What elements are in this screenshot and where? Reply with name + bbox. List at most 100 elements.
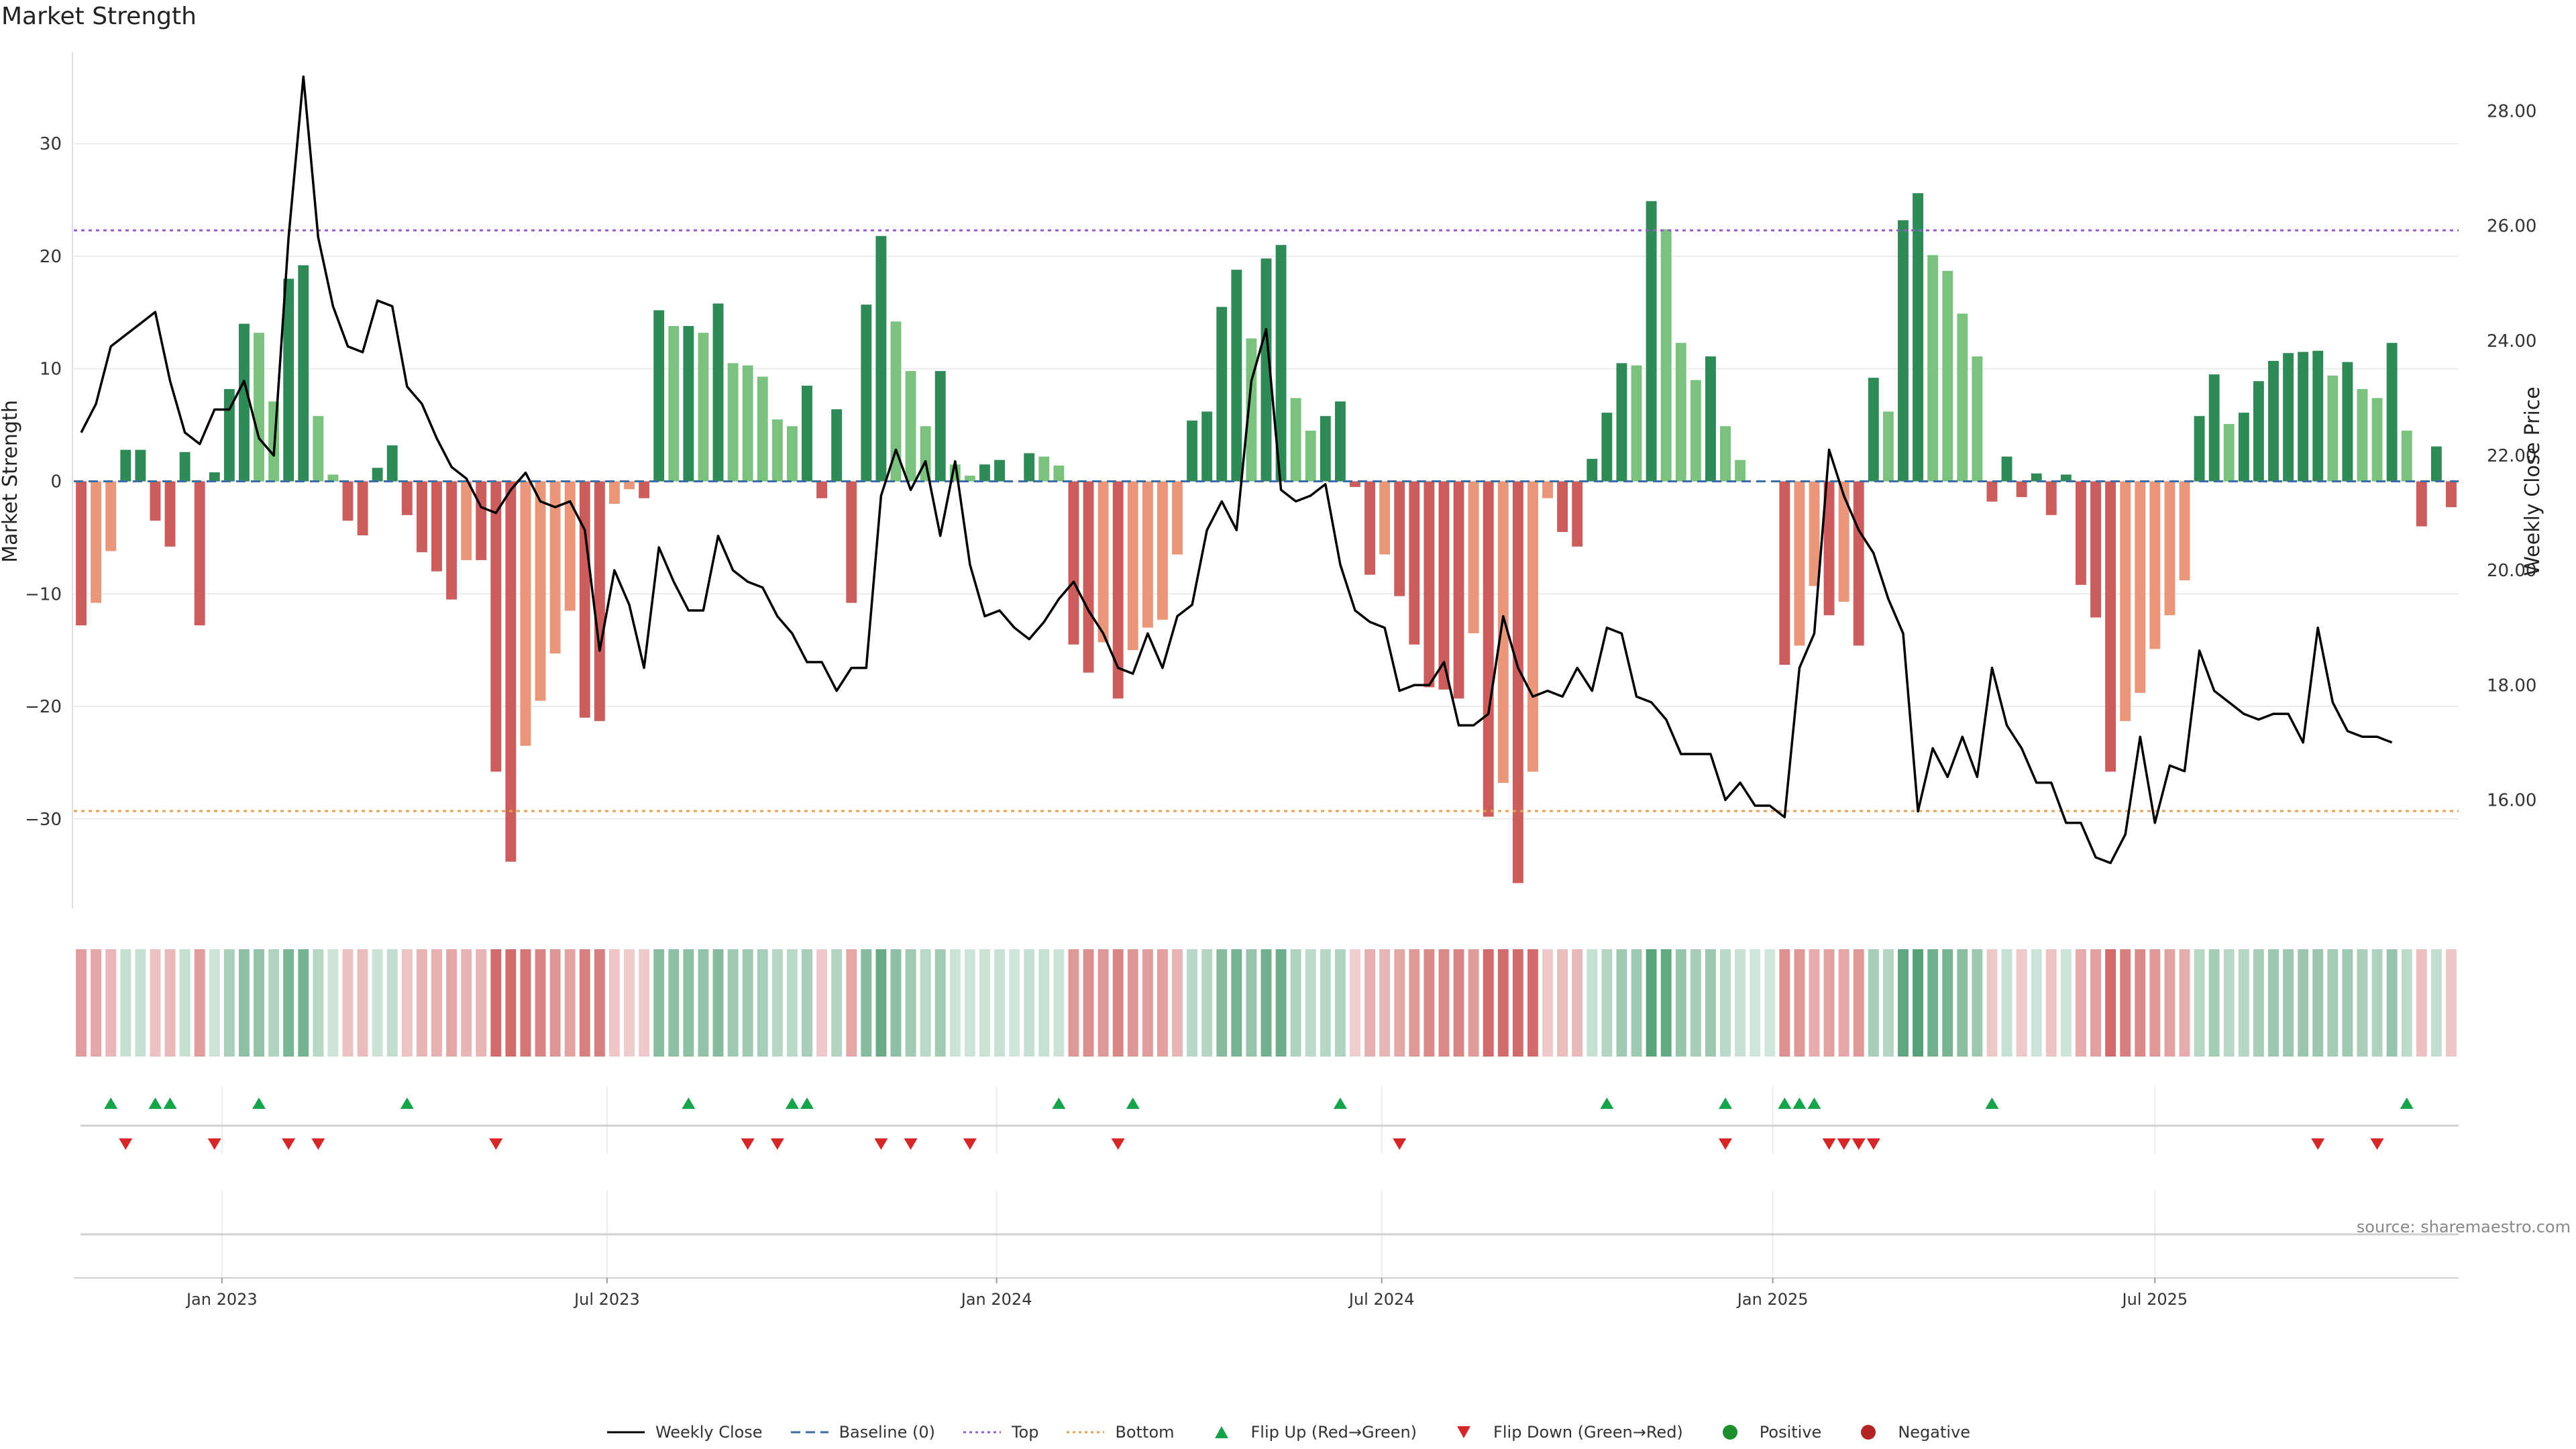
strength-bar xyxy=(2223,423,2235,482)
flip-down-marker xyxy=(1719,1138,1733,1150)
flip-down-marker xyxy=(963,1138,977,1150)
heat-cell xyxy=(1290,949,1301,1057)
strength-bar xyxy=(2001,456,2012,482)
heat-cell xyxy=(639,949,650,1057)
strength-bar xyxy=(76,481,87,626)
heat-cell xyxy=(594,949,605,1057)
chart-legend: Weekly Close Baseline (0) Top Bottom Flip Up… xyxy=(0,1422,2576,1442)
heat-cell xyxy=(1690,949,1701,1057)
strength-bar xyxy=(1201,411,1213,482)
strength-bar xyxy=(994,460,1005,482)
heat-cell xyxy=(357,949,368,1057)
strength-bar xyxy=(802,385,812,482)
flip-down-marker xyxy=(311,1138,325,1150)
heat-cell xyxy=(2060,949,2072,1057)
flip-up-marker xyxy=(1126,1097,1140,1109)
strength-bar xyxy=(2253,381,2264,482)
strength-bar xyxy=(757,376,768,482)
strength-bar xyxy=(505,481,517,862)
flip-down-marker xyxy=(770,1138,784,1150)
heat-cell xyxy=(1409,949,1420,1057)
flip-down-marker xyxy=(1822,1138,1836,1150)
strength-bar xyxy=(1913,193,1924,482)
strength-bar xyxy=(1823,481,1835,616)
y-tick-label: 10 xyxy=(40,360,62,380)
heat-cell xyxy=(1823,949,1835,1057)
heat-cell xyxy=(209,949,220,1057)
heat-cell xyxy=(875,949,887,1057)
heat-cell xyxy=(1868,949,1879,1057)
heat-cell xyxy=(238,949,250,1057)
strength-bar xyxy=(1097,481,1109,643)
heat-cell xyxy=(2430,949,2442,1057)
heat-cell xyxy=(1942,949,1953,1057)
strength-bar xyxy=(712,303,724,482)
strength-bar xyxy=(1779,481,1790,665)
heat-cell xyxy=(283,949,294,1057)
strength-bar xyxy=(431,481,442,572)
heat-cell xyxy=(1720,949,1731,1057)
flip-down-marker xyxy=(2311,1138,2325,1150)
strength-bar xyxy=(1394,481,1405,596)
heat-cell xyxy=(1957,949,1968,1057)
heat-cell xyxy=(1275,949,1287,1057)
strength-bar xyxy=(2194,416,2205,482)
strength-bar xyxy=(1601,413,1613,482)
strength-bar xyxy=(461,481,472,560)
y-tick-label: 20 xyxy=(40,247,62,267)
flip-up-marker xyxy=(1600,1097,1614,1109)
strength-bar xyxy=(1497,481,1509,784)
heat-cell xyxy=(1497,949,1509,1057)
heat-cell xyxy=(802,949,812,1057)
heat-cell xyxy=(1350,949,1360,1057)
heat-cell xyxy=(2446,949,2457,1057)
heat-cell xyxy=(994,949,1005,1057)
legend-marker-icon xyxy=(963,1431,1001,1434)
flip-up-marker xyxy=(1719,1097,1733,1109)
heat-cell xyxy=(549,949,561,1057)
strength-bar xyxy=(564,481,576,611)
strength-bar xyxy=(298,265,309,482)
strength-bar xyxy=(964,476,975,482)
heat-cell xyxy=(757,949,768,1057)
y2-axis-title: Weekly Close Price xyxy=(2521,386,2544,576)
strength-bar xyxy=(1275,245,1287,482)
y-tick-label: −20 xyxy=(25,697,62,717)
legend-item: Baseline (0) xyxy=(790,1422,935,1442)
strength-bar xyxy=(549,481,561,654)
flip-up-marker xyxy=(163,1097,177,1109)
heat-cell xyxy=(1705,949,1716,1057)
legend-label: Top xyxy=(1011,1423,1039,1442)
heat-cell xyxy=(564,949,576,1057)
strength-bar xyxy=(2238,413,2249,482)
flip-down-marker xyxy=(207,1138,221,1150)
flip-up-marker xyxy=(800,1097,814,1109)
strength-bar xyxy=(2060,474,2072,482)
strength-bar xyxy=(209,472,220,482)
heat-cell xyxy=(1260,949,1272,1057)
heat-cell xyxy=(683,949,694,1057)
strength-bar xyxy=(1853,481,1864,646)
strength-bar xyxy=(105,481,117,551)
strength-bar xyxy=(1053,466,1065,482)
heat-cell xyxy=(1794,949,1805,1057)
heat-cell xyxy=(2268,949,2279,1057)
heat-cell xyxy=(2416,949,2427,1057)
heat-cell xyxy=(1157,949,1168,1057)
heat-cell xyxy=(1660,949,1672,1057)
strength-bar xyxy=(1187,420,1198,482)
legend-marker-icon xyxy=(1722,1425,1737,1440)
heat-cell xyxy=(1216,949,1228,1057)
heat-cell xyxy=(771,949,783,1057)
strength-bar xyxy=(91,481,102,603)
heat-cell xyxy=(608,949,620,1057)
strength-bar xyxy=(1631,365,1642,482)
heat-cell xyxy=(520,949,531,1057)
heat-cell xyxy=(786,949,798,1057)
legend-item: Weekly Close xyxy=(606,1422,763,1442)
strength-bar xyxy=(238,323,250,482)
heat-cell xyxy=(2031,949,2042,1057)
heat-cell xyxy=(2120,949,2131,1057)
strength-bar xyxy=(2312,350,2324,482)
